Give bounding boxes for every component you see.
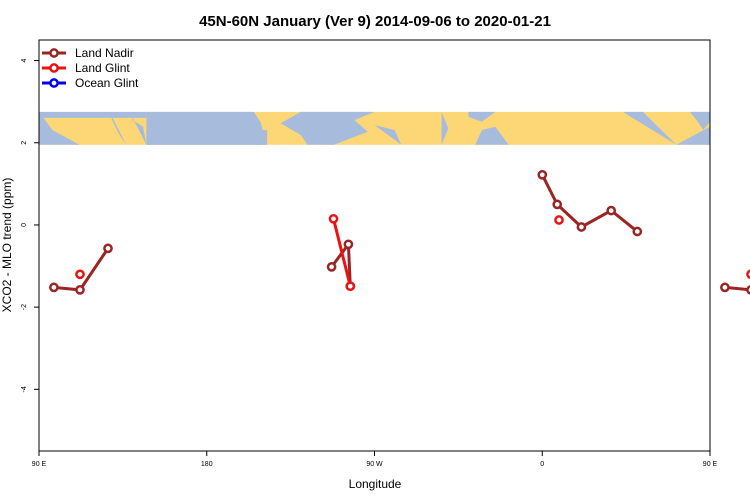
data-point	[328, 213, 339, 224]
x-tick-label: 90 E	[32, 461, 47, 468]
map-band-ocean	[475, 126, 509, 145]
map-band-ocean	[622, 111, 677, 145]
legend-item-land-nadir: Land Nadir	[42, 46, 134, 60]
data-point	[576, 222, 587, 232]
y-tick-label: -2	[21, 304, 28, 310]
data-point	[49, 282, 59, 293]
data-point	[746, 285, 750, 295]
data-point	[552, 199, 563, 210]
legend-label: Land Nadir	[75, 46, 134, 60]
map-band-ocean	[676, 126, 710, 145]
legend-marker	[49, 78, 59, 88]
y-tick-label: 4	[21, 59, 28, 63]
series-line	[332, 218, 352, 287]
map-band-ocean	[441, 111, 449, 145]
map-band-ocean	[39, 111, 80, 145]
legend-marker	[49, 63, 59, 73]
map-band-ocean	[146, 130, 268, 145]
data-point	[606, 205, 617, 216]
data-point	[632, 226, 643, 237]
series-line	[53, 247, 110, 292]
map-band-ocean	[280, 111, 375, 145]
map-band-ocean	[39, 111, 147, 118]
series-land-glint	[75, 213, 750, 292]
x-tick-label: 0	[540, 461, 544, 468]
chart-title: 45N-60N January (Ver 9) 2014-09-06 to 20…	[199, 13, 551, 30]
x-tick-label: 90 W	[366, 461, 383, 468]
data-point	[326, 262, 337, 272]
data-point	[537, 169, 548, 180]
x-axis: 90 E 180 90 W 0 90 E	[32, 451, 718, 468]
series-layer	[49, 169, 750, 295]
x-tick-label: 90 E	[703, 461, 718, 468]
map-band-ocean	[129, 111, 147, 145]
map-band-ocean	[109, 111, 127, 145]
legend-label: Ocean Glint	[75, 76, 139, 90]
legend-label: Land Glint	[75, 61, 130, 75]
legend-item-land-glint: Land Glint	[42, 61, 130, 75]
data-point	[103, 243, 113, 254]
y-axis-label: XCO2 - MLO trend (ppm)	[0, 178, 14, 313]
map-band-ocean	[374, 125, 402, 145]
legend-marker	[49, 48, 59, 58]
plot-frame	[38, 39, 711, 452]
series-land-nadir	[49, 169, 750, 295]
y-tick-label: 0	[21, 223, 28, 227]
data-point	[554, 215, 564, 225]
map-band-ocean	[689, 111, 710, 130]
series-line	[724, 285, 750, 292]
y-tick-label: 2	[21, 141, 28, 145]
data-point	[720, 282, 730, 293]
data-point	[75, 285, 85, 295]
y-axis: 4 2 0 -2 -4	[21, 59, 39, 392]
data-point	[345, 281, 356, 292]
data-point	[75, 269, 85, 280]
data-point	[746, 269, 750, 280]
map-band-ocean	[468, 111, 496, 122]
x-axis-label: Longitude	[349, 477, 402, 491]
legend-item-ocean-glint: Ocean Glint	[42, 76, 139, 90]
x-tick-label: 180	[201, 461, 213, 468]
data-point	[343, 239, 354, 250]
map-band	[39, 111, 710, 145]
y-tick-label: -4	[21, 386, 28, 392]
